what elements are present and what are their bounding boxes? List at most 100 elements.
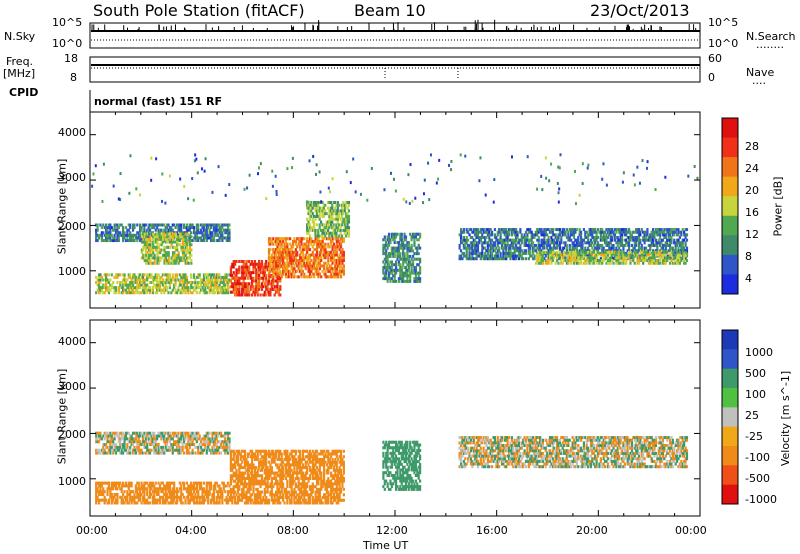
power-cell	[256, 282, 259, 286]
power-cell	[215, 283, 218, 287]
power-cell	[629, 250, 632, 254]
power-cell	[102, 278, 105, 282]
power-cell	[96, 288, 99, 292]
power-cell	[347, 209, 351, 213]
power-cell	[670, 228, 673, 232]
power-cell	[517, 254, 521, 258]
power-cell	[390, 260, 393, 264]
velocity-cell	[202, 434, 206, 438]
power-cell	[267, 261, 271, 265]
power-cell	[392, 232, 395, 236]
power-cell	[152, 251, 155, 255]
velocity-cell	[198, 437, 201, 441]
xtick-0: 00:00	[76, 524, 108, 537]
power-cell	[469, 246, 473, 250]
power-cell	[343, 231, 346, 235]
power-cell	[136, 286, 139, 290]
velocity-cell	[163, 440, 166, 444]
power-cell	[330, 275, 333, 279]
power-cell	[96, 226, 99, 230]
power-cell	[341, 261, 344, 265]
power-cell	[273, 285, 276, 289]
power-cell	[187, 235, 190, 239]
power-cell	[584, 230, 587, 234]
power-cell	[520, 233, 523, 237]
velocity-cell	[194, 434, 197, 438]
power-cell	[217, 228, 220, 232]
velocity-cell	[161, 431, 164, 435]
power-cell	[602, 253, 605, 257]
power-cell	[267, 282, 271, 286]
power-cell	[587, 246, 590, 250]
power-cell	[587, 259, 590, 262]
power-cell	[581, 249, 584, 253]
power-cell	[395, 246, 398, 250]
power-cell	[574, 250, 577, 254]
power-cell	[195, 291, 198, 295]
power-cell	[166, 261, 169, 265]
power-cell	[277, 287, 281, 291]
power-cell	[564, 251, 567, 255]
power-cell	[612, 251, 615, 255]
power-cell	[271, 169, 274, 173]
power-cell	[190, 283, 193, 287]
power-cell	[606, 230, 610, 234]
power-cell	[653, 230, 656, 234]
power-cell	[144, 223, 147, 227]
power-cell	[633, 183, 636, 187]
power-cell	[126, 231, 129, 235]
power-cell	[413, 266, 416, 270]
velocity-cell	[147, 434, 150, 438]
power-cell	[313, 264, 316, 268]
power-cell	[534, 249, 537, 253]
power-cell	[540, 233, 543, 237]
velocity-cell	[209, 440, 213, 444]
power-cell	[646, 228, 649, 232]
power-cell	[471, 230, 474, 234]
power-cell	[683, 261, 686, 265]
power-cell	[190, 239, 193, 243]
power-cell	[469, 228, 473, 232]
power-cell	[346, 206, 349, 210]
power-cell	[332, 200, 335, 204]
power-cell	[677, 261, 680, 265]
power-cell	[252, 262, 255, 266]
power-cell	[143, 253, 146, 257]
power-cell	[586, 166, 589, 170]
power-cell	[137, 291, 140, 295]
power-cell	[520, 249, 523, 253]
power-cell	[395, 279, 398, 283]
power-cell	[341, 256, 344, 260]
power-cell	[310, 267, 313, 271]
power-cell	[286, 264, 289, 268]
power-cell	[543, 241, 546, 245]
power-cell	[287, 264, 290, 268]
power-cell	[140, 240, 144, 244]
power-cell	[256, 262, 259, 266]
power-cell	[149, 235, 152, 239]
power-cell	[149, 259, 152, 263]
power-cell	[630, 254, 634, 258]
power-cell	[476, 230, 480, 234]
power-cell	[201, 233, 204, 237]
power-cell	[587, 250, 590, 254]
power-cell	[650, 257, 653, 261]
power-cell	[337, 275, 340, 279]
velocity-cell	[136, 431, 139, 435]
power-cell	[341, 239, 344, 243]
power-cell	[142, 245, 145, 249]
power-cell	[170, 291, 173, 295]
velocity-cell	[133, 451, 136, 455]
power-cell	[527, 241, 530, 245]
power-cell	[608, 246, 611, 250]
power-cell	[212, 228, 215, 232]
power-cell	[417, 238, 420, 242]
power-cell	[152, 243, 155, 247]
power-cell	[307, 231, 310, 235]
power-cell	[601, 177, 604, 181]
power-cell	[157, 283, 160, 287]
power-cell	[407, 257, 410, 261]
power-cell	[284, 267, 288, 271]
power-cell	[137, 236, 140, 240]
power-cell	[150, 253, 153, 257]
